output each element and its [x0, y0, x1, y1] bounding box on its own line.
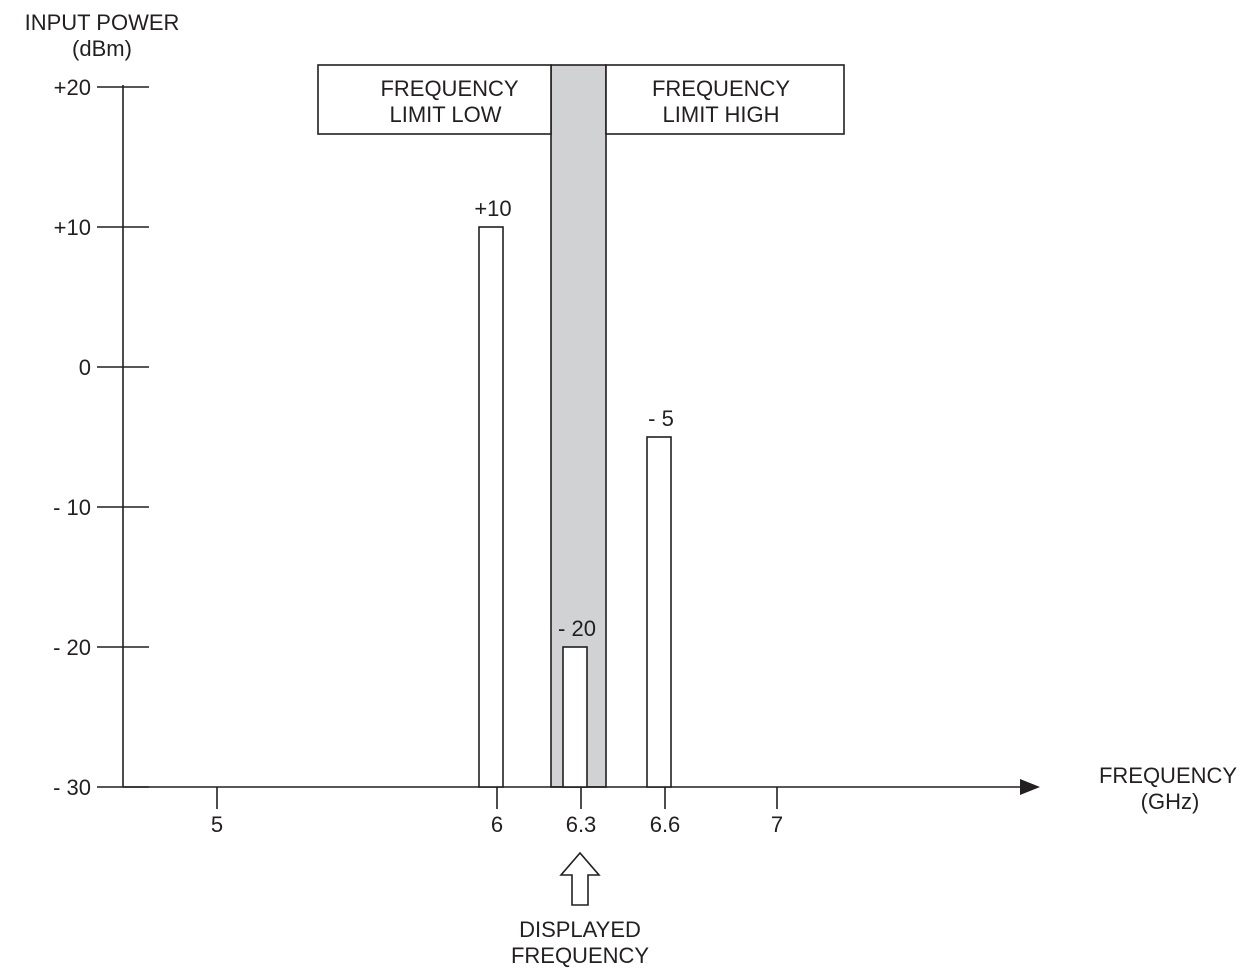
- x-ticks-group: 5 6 6.3 6.6 7: [211, 787, 783, 837]
- y-ticks-group: +20 +10 0 - 10 - 20 - 30: [53, 75, 149, 800]
- x-axis-title-line1: FREQUENCY: [1099, 763, 1237, 788]
- frequency-limit-low-box: [317, 64, 552, 135]
- bar-value-label: - 5: [648, 406, 674, 431]
- frequency-limit-high-box: [605, 64, 845, 135]
- frequency-limit-low-line2: LIMIT LOW: [389, 102, 501, 127]
- displayed-frequency-label-line2: FREQUENCY: [511, 943, 649, 968]
- displayed-frequency-arrow-icon: [559, 851, 601, 906]
- x-axis-arrowhead: [1020, 779, 1040, 795]
- x-tick-label: 6: [491, 812, 503, 837]
- y-axis-title-line1: INPUT POWER: [25, 10, 180, 35]
- y-tick-label: - 10: [53, 495, 91, 520]
- x-tick-label: 6.6: [650, 812, 681, 837]
- displayed-frequency-label-line1: DISPLAYED: [519, 917, 641, 942]
- y-tick-label: +20: [54, 75, 91, 100]
- y-axis-title-line2: (dBm): [72, 36, 132, 61]
- bar: [646, 436, 672, 788]
- bars-group: +10 - 20 - 5: [474, 196, 674, 788]
- y-tick-label: +10: [54, 215, 91, 240]
- frequency-limit-high-line2: LIMIT HIGH: [663, 102, 780, 127]
- x-axis-title-line2: (GHz): [1141, 789, 1200, 814]
- bar-value-label: - 20: [558, 616, 596, 641]
- frequency-limit-low-line1: FREQUENCY: [380, 76, 518, 101]
- bar: [562, 646, 588, 788]
- x-tick-label: 7: [771, 812, 783, 837]
- y-tick-label: - 30: [53, 775, 91, 800]
- bar-value-label: +10: [474, 196, 511, 221]
- x-tick-label: 5: [211, 812, 223, 837]
- y-tick-label: 0: [79, 355, 91, 380]
- bar: [478, 226, 504, 788]
- y-tick-label: - 20: [53, 635, 91, 660]
- x-tick-label: 6.3: [566, 812, 597, 837]
- frequency-limit-high-line1: FREQUENCY: [652, 76, 790, 101]
